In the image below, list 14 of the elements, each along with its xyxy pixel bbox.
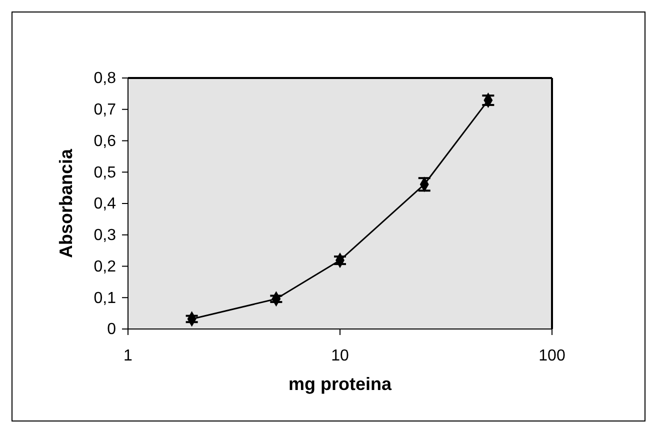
y-tick-label: 0,2 bbox=[94, 258, 116, 276]
y-tick-label: 0,6 bbox=[94, 132, 116, 150]
x-tick-label: 100 bbox=[538, 347, 566, 364]
y-tick-label: 0,4 bbox=[94, 196, 116, 213]
y-tick-label: 0,3 bbox=[94, 226, 116, 244]
y-tick-label: 0,7 bbox=[94, 101, 116, 118]
x-axis-title: mg proteina bbox=[288, 374, 392, 394]
y-axis-title: Absorbancia bbox=[56, 148, 76, 258]
x-tick-label: 10 bbox=[331, 347, 349, 364]
y-tick-label: 0 bbox=[107, 321, 116, 338]
y-tick-label: 0,5 bbox=[94, 164, 116, 182]
y-tick-label: 0,1 bbox=[94, 290, 116, 307]
x-tick-label: 1 bbox=[124, 347, 133, 364]
y-tick-label: 0,8 bbox=[94, 70, 116, 88]
